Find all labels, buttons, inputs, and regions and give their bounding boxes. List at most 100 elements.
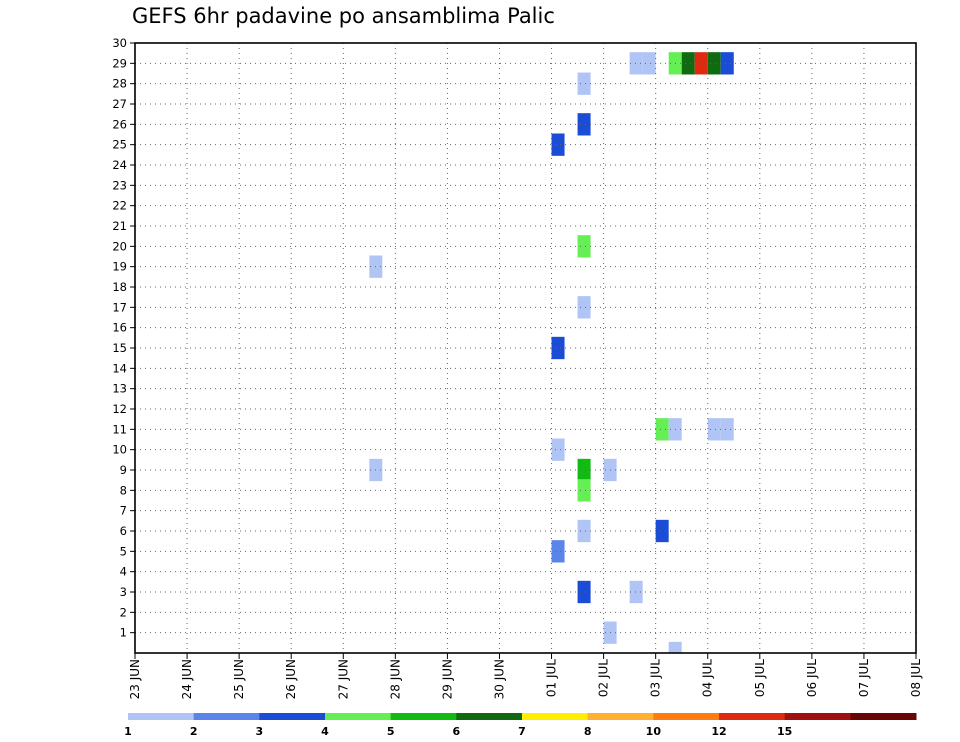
legend-label: 4 (321, 725, 329, 738)
x-tick-label: 08 JUL (909, 659, 923, 697)
precip-cell (577, 519, 591, 543)
x-tick-label: 24 JUN (180, 659, 194, 699)
y-tick-label: 18 (112, 280, 127, 294)
y-tick-label: 2 (120, 605, 127, 619)
legend-label: 2 (190, 725, 198, 738)
y-tick-label: 12 (112, 402, 127, 416)
y-tick-label: 30 (112, 36, 127, 50)
x-tick-label: 04 JUL (701, 659, 715, 697)
y-tick-label: 16 (112, 321, 127, 335)
legend-swatch (456, 713, 523, 720)
precip-cell (655, 519, 669, 543)
legend-swatch (719, 713, 786, 720)
x-tick-label: 28 JUN (388, 659, 402, 699)
legend-swatch (587, 713, 654, 720)
y-tick-label: 13 (112, 382, 127, 396)
y-tick-label: 22 (112, 199, 127, 213)
legend-swatch (259, 713, 326, 720)
precip-cell (681, 52, 695, 75)
precip-cell (629, 52, 643, 75)
precip-cell (577, 72, 591, 95)
precip-cell (551, 438, 565, 461)
legend-label: 6 (453, 725, 461, 738)
y-tick-label: 26 (112, 117, 127, 131)
legend-swatch (653, 713, 720, 720)
precip-cell (629, 580, 643, 604)
x-tick-label: 23 JUN (128, 659, 142, 699)
y-tick-label: 3 (120, 585, 127, 599)
x-tick-label: 07 JUL (857, 659, 871, 697)
legend: 1 2 3 4 5 6 7 8 10 12 15 (124, 713, 917, 738)
legend-swatch (522, 713, 589, 720)
x-tick-label: 01 JUL (545, 659, 559, 697)
precip-cell (655, 418, 669, 441)
legend-label: 5 (387, 725, 395, 738)
x-tick-label: 06 JUL (805, 659, 819, 697)
x-tick-label: 02 JUL (597, 659, 611, 697)
legend-label: 15 (777, 725, 792, 738)
y-tick-label: 9 (120, 463, 127, 477)
legend-swatch (784, 713, 851, 720)
precip-cell (720, 52, 734, 75)
x-tick-label: 27 JUN (336, 659, 350, 699)
legend-label: 3 (256, 725, 264, 738)
y-axis: 1234567891011121314151617181920212223242… (112, 36, 135, 640)
precip-cell (577, 235, 591, 258)
legend-swatch (128, 713, 195, 720)
y-tick-label: 25 (112, 138, 127, 152)
y-tick-label: 17 (112, 300, 127, 314)
x-tick-label: 26 JUN (284, 659, 298, 699)
y-tick-label: 23 (112, 178, 127, 192)
y-tick-label: 15 (112, 341, 127, 355)
x-tick-label: 25 JUN (232, 659, 246, 699)
precip-cell (720, 418, 734, 441)
precip-cell (577, 580, 591, 604)
precip-cell (577, 113, 591, 136)
y-tick-label: 14 (112, 361, 127, 375)
precip-cell (707, 52, 721, 75)
legend-label: 1 (124, 725, 132, 738)
y-tick-label: 21 (112, 219, 127, 233)
y-tick-label: 4 (120, 565, 127, 579)
y-tick-label: 11 (112, 422, 127, 436)
y-tick-label: 6 (120, 524, 127, 538)
legend-swatch (193, 713, 260, 720)
precip-cell (707, 418, 721, 441)
x-tick-label: 03 JUL (649, 659, 663, 697)
x-tick-label: 05 JUL (753, 659, 767, 697)
legend-swatch (390, 713, 457, 720)
precip-cell (642, 52, 656, 75)
y-tick-label: 24 (112, 158, 127, 172)
y-tick-label: 28 (112, 77, 127, 91)
legend-label: 10 (646, 725, 662, 738)
x-axis: 23 JUN 24 JUN 25 JUN 26 JUN 27 JUN 28 JUN 29 J… (128, 653, 923, 699)
x-tick-label: 30 JUN (492, 659, 506, 699)
x-tick-label: 29 JUN (440, 659, 454, 699)
y-tick-label: 10 (112, 443, 127, 457)
y-tick-label: 20 (112, 239, 127, 253)
legend-label: 7 (518, 725, 526, 738)
precip-cell (551, 336, 565, 360)
y-tick-label: 8 (120, 483, 127, 497)
precip-cell (551, 540, 565, 563)
legend-swatch (325, 713, 392, 720)
legend-swatch (850, 713, 917, 720)
chart-title: GEFS 6hr padavine po ansamblima Palic (132, 4, 555, 28)
y-tick-label: 29 (112, 56, 127, 70)
precip-cell (577, 296, 591, 319)
precip-cell (577, 458, 591, 482)
precip-cell (668, 641, 682, 653)
y-tick-label: 27 (112, 97, 127, 111)
y-tick-label: 7 (120, 504, 127, 518)
y-tick-label: 19 (112, 260, 127, 274)
precip-cell (551, 133, 565, 156)
y-tick-label: 1 (120, 626, 127, 640)
legend-label: 12 (711, 725, 726, 738)
legend-label: 8 (584, 725, 592, 738)
precip-cell (577, 479, 591, 502)
precip-cell (694, 52, 708, 75)
cells-layer (369, 52, 734, 653)
grid-layer (135, 43, 916, 653)
y-tick-label: 5 (120, 544, 127, 558)
